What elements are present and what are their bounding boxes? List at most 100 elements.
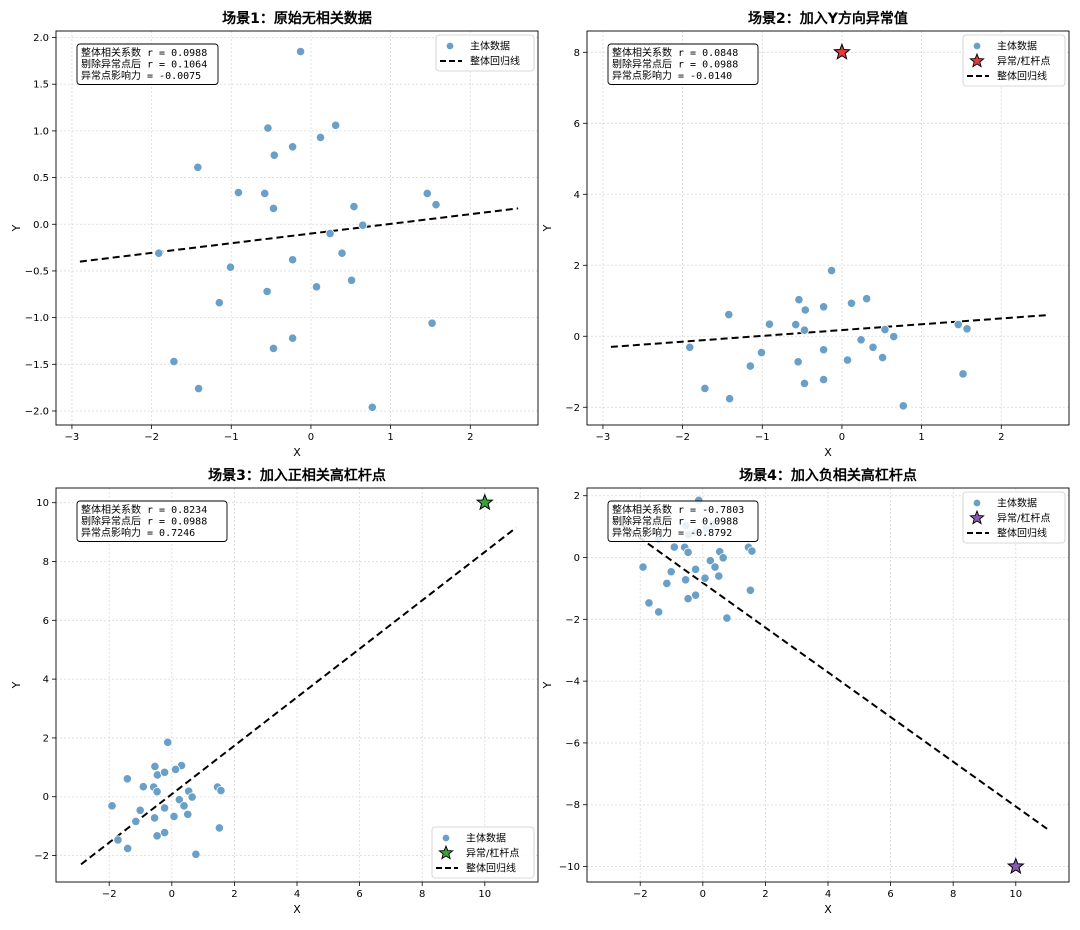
- legend-marker-outlier: [969, 509, 985, 525]
- data-point: [745, 361, 755, 371]
- data-point: [311, 282, 322, 292]
- x-tick-label: 0: [308, 432, 314, 443]
- legend-label: 主体数据: [470, 40, 510, 53]
- stats-line: 整体相关系数 r = 0.0988: [81, 46, 207, 59]
- data-point: [722, 613, 732, 623]
- plot-frame: [55, 487, 539, 883]
- regression-line: [611, 517, 1048, 830]
- x-tick-label: −1: [224, 432, 239, 443]
- data-point: [644, 598, 654, 608]
- data-point: [160, 767, 170, 777]
- stats-line: 整体相关系数 r = 0.8234: [81, 503, 207, 516]
- legend-label: 整体回归线: [470, 55, 520, 68]
- data-point: [889, 332, 899, 342]
- x-axis-label: X: [293, 446, 301, 459]
- stats-line: 整体相关系数 r = -0.7803: [612, 503, 744, 516]
- legend-label: 主体数据: [466, 832, 506, 845]
- data-point: [680, 575, 691, 585]
- y-axis-label: Y: [541, 681, 554, 689]
- x-tick-label: 6: [887, 889, 893, 900]
- data-point: [325, 229, 335, 239]
- stats-box: [76, 500, 228, 542]
- data-point: [349, 201, 359, 212]
- y-tick-label: −2: [565, 403, 580, 414]
- data-point: [107, 801, 117, 811]
- outlier-point: [475, 493, 494, 511]
- data-point: [898, 401, 908, 411]
- data-point: [958, 369, 968, 379]
- data-point: [654, 607, 664, 617]
- data-point: [662, 578, 672, 589]
- y-tick-label: 2: [574, 491, 580, 502]
- y-tick-label: −1.0: [25, 313, 49, 324]
- data-point: [288, 255, 298, 265]
- legend-marker-outlier: [438, 844, 454, 860]
- data-point: [669, 542, 679, 552]
- data-point: [880, 324, 890, 335]
- plot-frame: [586, 487, 1070, 883]
- regression-line: [79, 207, 519, 263]
- data-point: [953, 319, 963, 330]
- x-tick-label: 2: [231, 889, 237, 900]
- data-point: [331, 120, 341, 130]
- x-tick-label: 4: [294, 889, 300, 900]
- stats-line: 剔除异常点后 r = 0.0988: [612, 58, 738, 71]
- legend-box: [431, 826, 535, 879]
- y-tick-label: 10: [36, 498, 49, 509]
- data-point: [685, 342, 695, 352]
- outlier-point: [1006, 857, 1025, 875]
- y-tick-label: −4: [565, 677, 580, 688]
- data-point: [826, 265, 837, 276]
- data-point: [187, 792, 197, 802]
- y-tick-label: 0: [574, 553, 580, 564]
- data-point: [179, 801, 189, 811]
- y-tick-label: 4: [43, 675, 49, 686]
- legend-box: [962, 491, 1066, 544]
- chart-title: 场景2：加入Y方向异常值: [748, 10, 908, 27]
- legend-label: 整体回归线: [997, 527, 1047, 540]
- data-point: [268, 343, 279, 354]
- y-tick-label: 2: [574, 261, 580, 272]
- legend-label: 异常/杠杆点: [466, 847, 519, 860]
- data-point: [725, 394, 735, 404]
- data-point: [138, 782, 148, 792]
- y-tick-label: −2: [565, 615, 580, 626]
- data-point: [295, 46, 306, 57]
- data-point: [791, 319, 801, 330]
- legend-marker-main: [972, 498, 982, 508]
- y-tick-label: 2.0: [33, 33, 49, 44]
- data-point: [315, 132, 326, 143]
- y-tick-label: 1.0: [33, 126, 49, 137]
- data-point: [638, 562, 648, 572]
- data-point: [269, 150, 279, 160]
- x-tick-label: 2: [998, 432, 1004, 443]
- x-tick-label: 2: [762, 889, 768, 900]
- chart-title: 场景4：加入负相关高杠杆点: [739, 467, 917, 484]
- x-tick-label: 0: [700, 889, 706, 900]
- x-tick-label: −1: [755, 432, 770, 443]
- y-tick-label: 1.5: [33, 80, 49, 91]
- x-axis-label: X: [293, 903, 301, 916]
- y-axis-label: Y: [10, 681, 23, 689]
- x-tick-label: 8: [419, 889, 425, 900]
- data-point: [346, 275, 357, 285]
- x-tick-label: 1: [918, 432, 924, 443]
- legend-marker-main: [972, 41, 982, 51]
- chart-title: 场景1：原始无相关数据: [222, 10, 372, 27]
- chart-title: 场景3：加入正相关高杠杆点: [208, 467, 386, 484]
- y-axis-label: Y: [10, 224, 23, 232]
- data-point: [666, 567, 676, 577]
- data-point: [756, 347, 767, 358]
- data-point: [819, 345, 829, 355]
- data-point: [149, 813, 160, 823]
- regression-line: [80, 526, 517, 866]
- data-point: [214, 298, 224, 308]
- data-point: [800, 305, 810, 315]
- x-tick-label: 10: [1009, 889, 1022, 900]
- data-point: [160, 803, 170, 813]
- data-point: [724, 310, 734, 320]
- y-tick-label: 0.5: [33, 173, 49, 184]
